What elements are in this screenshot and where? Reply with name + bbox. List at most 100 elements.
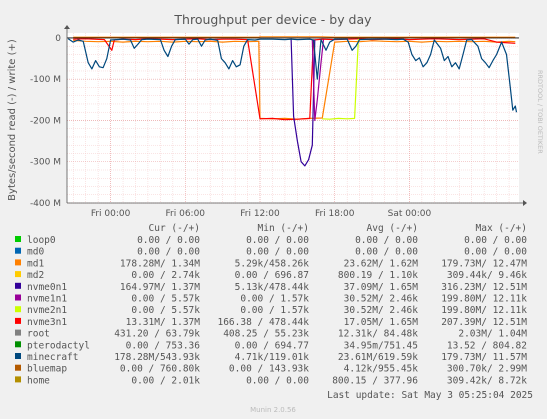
legend-max-value: 199.80M/ 12.11k [441, 294, 527, 305]
legend-header: Min (-/+) [258, 223, 309, 234]
legend-cur-value: 0.00 / 760.80k [120, 364, 200, 375]
legend-cur-value: 13.31M/ 1.37M [126, 317, 201, 328]
legend-swatch-pterodactyl [15, 341, 21, 348]
legend-avg-value: 12.31k/ 84.48k [338, 329, 418, 340]
series-lines [67, 36, 519, 167]
legend-min-value: 5.13k/478.44k [235, 282, 310, 293]
x-tick-label: Fri 18:00 [315, 209, 355, 219]
legend-name: root [27, 329, 50, 340]
munin-footer: Munin 2.0.56 [250, 406, 296, 414]
legend-min-value: 0.00 / 1.57k [240, 305, 309, 316]
legend-max-value: 300.70k/ 2.99M [447, 364, 527, 375]
plot-area [67, 33, 519, 203]
legend-max-value: 13.52 / 804.82 [447, 340, 527, 351]
legend-swatch-bluemap [15, 364, 21, 371]
series-line-nvme0n1 [290, 38, 316, 167]
legend-header: Max (-/+) [476, 223, 527, 234]
legend-max-value: 309.44k/ 9.46k [447, 270, 527, 281]
series-line-minecraft [67, 38, 518, 113]
legend-name: minecraft [27, 352, 78, 363]
legend-name: bluemap [27, 364, 67, 375]
legend-min-value: 0.00 / 694.77 [235, 340, 309, 351]
legend-swatch-loop0 [15, 236, 21, 242]
y-tick-label: -100 M [30, 75, 61, 85]
legend-swatch-nvme3n1 [15, 317, 21, 324]
legend-avg-value: 23.61M/619.59k [338, 352, 418, 363]
legend-name: nvme3n1 [27, 317, 67, 328]
legend-name: pterodactyl [27, 340, 90, 351]
series-line-md1 [73, 39, 516, 120]
legend-cur-value: 178.28M/543.93k [114, 352, 200, 363]
legend-max-value: 207.39M/ 12.51M [441, 317, 527, 328]
legend-min-value: 0.00 / 143.93k [229, 364, 309, 375]
x-tick-label: Fri 00:00 [91, 209, 131, 219]
y-tick-label: 0 [55, 34, 61, 44]
legend-max-value: 316.23M/ 12.51M [441, 282, 527, 293]
legend-header: Avg (-/+) [367, 223, 418, 234]
legend-min-value: 0.00 / 0.00 [246, 375, 309, 386]
legend-name: nvme0n1 [27, 282, 67, 293]
legend-cur-value: 0.00 / 2.74k [131, 270, 200, 281]
last-update: Last update: Sat May 3 05:25:04 2025 [327, 390, 533, 401]
legend-avg-value: 30.52M/ 2.46k [344, 305, 419, 316]
side-label: RRDTOOL / TOBI OETIKER [536, 70, 544, 154]
legend-max-value: 2.03M/ 1.04M [458, 329, 527, 340]
legend-swatch-nvme0n1 [15, 282, 21, 289]
legend-table: Cur (-/+) Min (-/+) Avg (-/+) Max (-/+) loop… [15, 223, 527, 386]
legend-avg-value: 0.00 / 0.00 [355, 247, 418, 258]
x-tick-label: Fri 12:00 [240, 209, 280, 219]
legend-avg-value: 0.00 / 0.00 [355, 235, 418, 246]
legend-name: md0 [27, 247, 44, 258]
legend-avg-value: 4.12k/955.45k [344, 364, 419, 375]
legend-name: nvme1n1 [27, 294, 67, 305]
legend-min-value: 5.29k/458.26k [235, 258, 310, 269]
y-tick-label: -300 M [30, 158, 61, 168]
legend-avg-value: 30.52M/ 2.46k [344, 294, 419, 305]
legend-avg-value: 17.05M/ 1.65M [344, 317, 419, 328]
legend-swatch-root [15, 329, 21, 336]
legend-cur-value: 0.00 / 5.57k [131, 305, 200, 316]
legend-cur-value: 178.28M/ 1.34M [120, 258, 200, 269]
legend-avg-value: 23.62M/ 1.62M [344, 258, 419, 269]
legend-name: md1 [27, 258, 44, 269]
y-tick-label: -200 M [30, 116, 61, 126]
legend-cur-value: 0.00 / 2.01k [131, 375, 200, 386]
legend-min-value: 166.38 / 478.44k [217, 317, 309, 328]
legend-name: md2 [27, 270, 44, 281]
legend-avg-value: 37.09M/ 1.65M [344, 282, 419, 293]
legend-min-value: 0.00 / 0.00 [246, 247, 309, 258]
legend-swatch-md1 [15, 259, 21, 266]
legend-max-value: 179.73M/ 12.47M [441, 258, 527, 269]
legend-swatch-md0 [15, 247, 21, 254]
legend-swatch-minecraft [15, 353, 21, 359]
x-tick-label: Sat 00:00 [388, 209, 432, 219]
legend-cur-value: 0.00 / 0.00 [137, 247, 200, 258]
legend-header: Cur (-/+) [149, 223, 200, 234]
legend-min-value: 408.25 / 55.23k [223, 329, 309, 340]
legend-cur-value: 431.20 / 63.79k [114, 329, 200, 340]
legend-avg-value: 800.19 / 1.10k [338, 270, 418, 281]
x-tick-label: Fri 06:00 [166, 209, 206, 219]
legend-cur-value: 0.00 / 5.57k [131, 294, 200, 305]
legend-avg-value: 800.15 / 377.96 [332, 375, 418, 386]
legend-max-value: 0.00 / 0.00 [464, 247, 527, 258]
legend-swatch-nvme1n1 [15, 294, 21, 301]
legend-max-value: 179.73M/ 11.57M [441, 352, 527, 363]
legend-max-value: 199.80M/ 12.11k [441, 305, 527, 316]
legend-cur-value: 0.00 / 0.00 [137, 235, 200, 246]
legend-min-value: 0.00 / 0.00 [246, 235, 309, 246]
chart-title: Throughput per device - by day [173, 12, 372, 27]
axes: Fri 00:00 Fri 06:00 Fri 12:00 Fri 18:00 Sat … [30, 25, 527, 219]
legend-max-value: 0.00 / 0.00 [464, 235, 527, 246]
series-line-nvme1n1 [311, 39, 325, 122]
legend-cur-value: 0.00 / 753.36 [126, 340, 201, 351]
series-line-nvme2n1 [322, 38, 359, 120]
legend-min-value: 0.00 / 696.87 [235, 270, 309, 281]
series-line-nvme3n1 [73, 38, 516, 121]
x-axis-arrow [523, 200, 527, 206]
legend-swatch-home [15, 376, 21, 383]
legend-cur-value: 164.97M/ 1.37M [120, 282, 200, 293]
legend-max-value: 309.42k/ 8.72k [447, 375, 527, 386]
y-tick-label: -400 M [30, 199, 61, 209]
